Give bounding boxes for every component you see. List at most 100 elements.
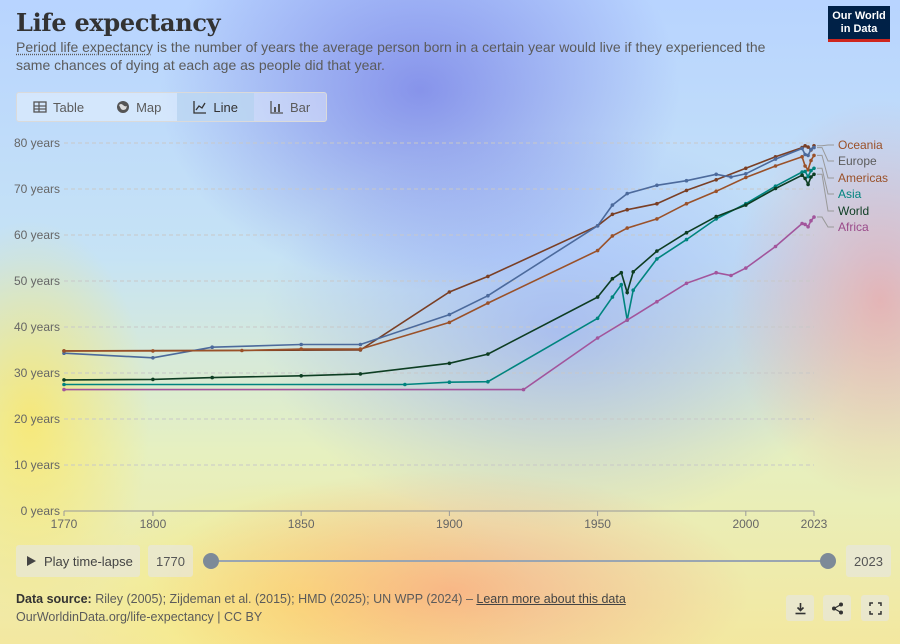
series-line-asia <box>64 167 815 386</box>
fullscreen-icon <box>868 601 882 615</box>
legend-label-asia: Asia <box>838 187 862 201</box>
data-point-world <box>714 214 718 219</box>
legend-connector <box>817 216 834 228</box>
y-tick-label: 60 years <box>14 228 60 242</box>
chart-subtitle: Period life expectancy is the number of … <box>16 38 796 74</box>
play-timelapse-button[interactable]: Play time-lapse <box>16 545 140 577</box>
view-tabs: Table Map Line Bar <box>16 92 328 122</box>
y-tick-label: 70 years <box>14 182 60 196</box>
data-point-americas <box>744 175 748 180</box>
data-point-africa <box>625 318 629 322</box>
data-point-world <box>655 249 659 253</box>
legend-connector <box>817 167 834 195</box>
x-tick-label: 2000 <box>732 517 759 530</box>
data-point-oceania <box>447 290 452 294</box>
download-icon <box>795 602 805 614</box>
data-point-europe <box>684 178 689 183</box>
data-point-africa <box>809 218 813 223</box>
data-point-world <box>631 270 635 274</box>
data-point-asia <box>684 237 689 242</box>
data-point-world <box>610 276 615 281</box>
data-point-world <box>800 173 804 177</box>
share-button[interactable] <box>823 595 851 621</box>
data-point-europe <box>625 191 629 196</box>
y-tick-label: 20 years <box>14 412 60 426</box>
data-point-world <box>447 361 452 366</box>
data-point-africa <box>595 336 600 340</box>
data-point-europe <box>299 342 304 347</box>
legend-connector <box>817 173 834 212</box>
data-point-europe <box>744 172 748 176</box>
data-point-asia <box>631 288 635 293</box>
data-point-americas <box>684 201 689 206</box>
timeline-controls: Play time-lapse 1770 2023 <box>16 545 892 577</box>
y-tick-label: 80 years <box>14 136 60 150</box>
data-point-americas <box>151 349 155 353</box>
tab-table[interactable]: Table <box>17 93 100 121</box>
data-point-asia <box>486 379 490 384</box>
end-year-handle[interactable] <box>820 553 836 569</box>
source-text: Riley (2005); Zijdeman et al. (2015); HM… <box>91 592 477 606</box>
data-point-africa <box>62 387 66 392</box>
data-point-europe <box>729 175 733 179</box>
line-chart: 0 years 10 years 20 years 30 years 40 years 5… <box>14 136 888 530</box>
owid-logo[interactable]: Our World in Data <box>828 6 890 42</box>
data-point-asia <box>806 174 810 179</box>
learn-more-link[interactable]: Learn more about this data <box>476 592 626 606</box>
series-line-oceania <box>63 144 815 352</box>
series-line-world <box>63 173 815 381</box>
data-point-asia <box>812 166 816 171</box>
subtitle-text: is the number of years the average perso… <box>16 39 766 73</box>
data-point-asia <box>619 282 624 287</box>
data-point-europe <box>151 356 155 360</box>
data-point-world <box>773 186 778 191</box>
data-point-asia <box>803 169 807 174</box>
x-tick-label: 1800 <box>140 517 167 530</box>
legend-connector <box>817 144 834 147</box>
line-chart-icon <box>193 101 207 114</box>
data-point-americas <box>812 153 816 158</box>
end-year-box[interactable]: 2023 <box>846 545 891 577</box>
start-year-box[interactable]: 1770 <box>148 545 193 577</box>
tab-line[interactable]: Line <box>177 93 254 121</box>
start-year-handle[interactable] <box>203 553 219 569</box>
data-point-asia <box>800 170 804 174</box>
tab-line-label: Line <box>213 99 238 115</box>
data-point-world <box>299 374 304 378</box>
data-point-europe <box>809 147 813 152</box>
tab-bar[interactable]: Bar <box>254 93 326 121</box>
data-point-asia <box>809 168 813 173</box>
tab-map[interactable]: Map <box>100 93 177 121</box>
data-point-world <box>210 375 214 380</box>
data-point-africa <box>800 221 804 226</box>
data-point-africa <box>744 266 748 270</box>
fullscreen-button[interactable] <box>861 595 889 621</box>
data-point-oceania <box>803 144 807 148</box>
data-point-oceania <box>655 201 659 206</box>
legend-connector <box>817 154 834 179</box>
data-point-africa <box>684 281 689 286</box>
data-point-europe <box>486 293 490 298</box>
source-line: Data source: Riley (2005); Zijdeman et a… <box>16 590 626 608</box>
tab-map-label: Map <box>136 99 162 115</box>
data-point-europe <box>806 153 810 158</box>
data-point-africa <box>521 387 526 392</box>
data-point-europe <box>655 183 659 188</box>
x-tick-label: 1770 <box>51 517 78 530</box>
x-tick-label: 1900 <box>436 517 463 530</box>
y-tick-label: 30 years <box>14 366 60 380</box>
subtitle-term-link[interactable]: Period life expectancy <box>16 39 153 55</box>
y-tick-label: 50 years <box>14 274 60 288</box>
data-point-americas <box>595 248 600 253</box>
data-point-oceania <box>625 207 629 212</box>
bar-chart-icon <box>270 101 283 114</box>
data-point-africa <box>729 273 733 278</box>
data-point-americas <box>447 320 452 325</box>
logo-text: Our World in Data <box>832 10 886 35</box>
data-point-americas <box>800 155 804 159</box>
download-button[interactable] <box>786 595 814 621</box>
x-tick-label: 2023 <box>801 517 828 530</box>
timeline-slider[interactable] <box>212 560 828 562</box>
data-point-asia <box>655 257 659 261</box>
data-point-world <box>744 203 748 207</box>
